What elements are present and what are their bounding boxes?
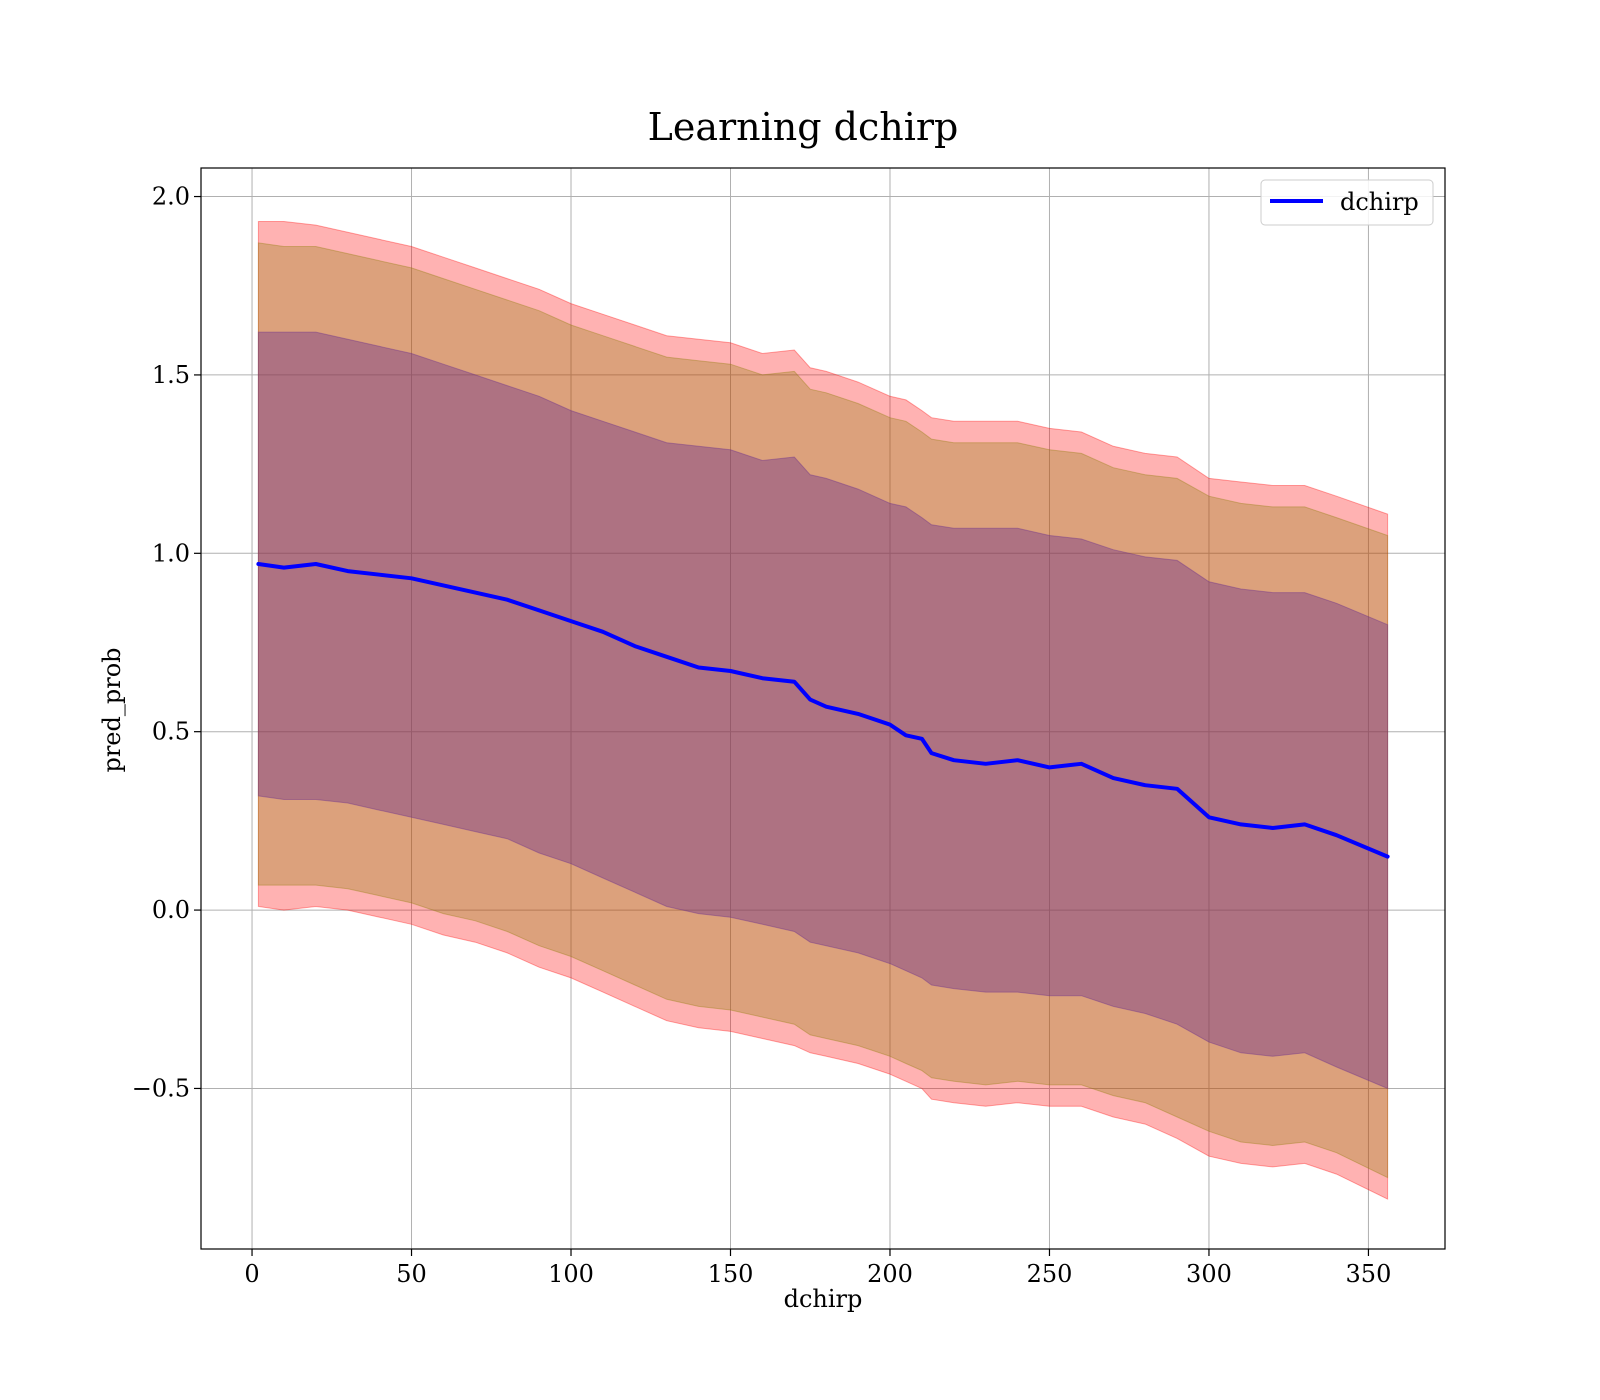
y-tick-label-2: 0.5 [152,718,190,746]
x-axis-label: dchirp [784,1285,863,1313]
legend: dchirp [1260,179,1434,226]
chart-title: Learning dchirp [648,105,959,149]
grid [201,168,1445,1249]
x-tick-label-0: 0 [244,1260,259,1288]
x-tick-label-2: 100 [548,1260,594,1288]
x-tick-label-7: 350 [1346,1260,1392,1288]
y-tick-label-0: −0.5 [132,1074,190,1102]
y-tick-label-5: 2.0 [152,183,190,211]
y-tick-label-4: 1.5 [152,361,190,389]
x-tick-label-1: 50 [396,1260,427,1288]
band-middle [257,242,1389,1179]
y-tick-label-1: 0.0 [152,896,190,924]
y-axis-label: pred_prob [98,647,126,772]
series-line-dchirp [256,562,1390,859]
x-tick-label-5: 250 [1027,1260,1073,1288]
legend-label-dchirp: dchirp [1340,188,1419,216]
series-lines [256,562,1390,859]
y-tick-label-3: 1.0 [152,539,190,567]
band-outer [257,221,1389,1200]
plot-frame [200,167,1446,1250]
x-tick-label-4: 200 [867,1260,913,1288]
plot-area: 0 50 100 150 200 250 300 350 −0.5 0.0 0.5 1.0 1.5 2.… [132,167,1446,1288]
band-inner [257,331,1389,1090]
y-axis-ticks: −0.5 0.0 0.5 1.0 1.5 2.0 [132,183,201,1102]
plot-background [201,168,1445,1249]
x-tick-label-3: 150 [708,1260,754,1288]
legend-box [1260,179,1434,226]
confidence-bands [257,221,1389,1200]
x-axis-ticks: 0 50 100 150 200 250 300 350 [244,1249,1391,1288]
x-tick-label-6: 300 [1186,1260,1232,1288]
